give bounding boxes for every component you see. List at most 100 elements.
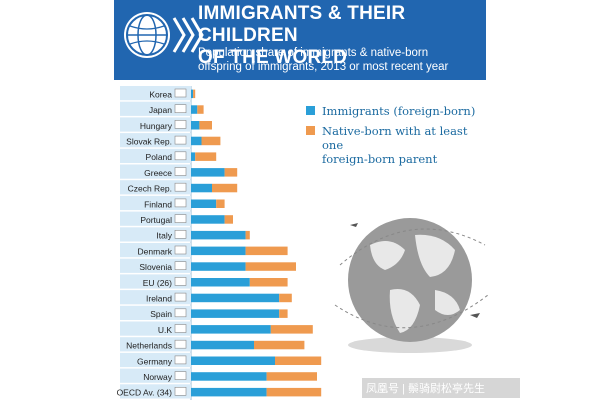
- flag-icon-spain: [174, 308, 187, 318]
- flag-icon-eu-26: [174, 277, 187, 286]
- row-band-portugal: [120, 211, 191, 226]
- bar-native-born-ireland: [279, 293, 292, 303]
- flag-icon-japan: [174, 104, 187, 113]
- category-label-netherlands: Netherlands: [126, 341, 172, 351]
- row-band-slovenia: [120, 258, 191, 273]
- bar-native-born-netherlands: [254, 340, 305, 350]
- row-band-greece: [120, 164, 191, 179]
- row-band-slovak-rep: [120, 133, 191, 148]
- row-band-u-k: [120, 321, 191, 336]
- bar-immigrants-greece: [191, 168, 225, 177]
- row-band-germany: [120, 352, 191, 368]
- legend-swatch-immigrants: [306, 106, 315, 115]
- bar-immigrants-korea: [191, 89, 194, 99]
- flag-icon-germany: [174, 355, 187, 365]
- chart-subtitle-line-1: Population share of immigrants & native-…: [198, 47, 429, 59]
- category-label-slovenia: Slovenia: [139, 262, 172, 272]
- category-label-spain: Spain: [150, 309, 172, 319]
- flag-icon-czech-rep: [174, 182, 187, 192]
- flag-icon-hungary: [174, 120, 187, 129]
- bar-immigrants-spain: [191, 309, 280, 318]
- row-band-netherlands: [120, 337, 191, 352]
- flag-icon-u-k: [174, 324, 187, 333]
- bar-immigrants-netherlands: [191, 340, 254, 350]
- row-band-norway: [120, 368, 191, 383]
- bar-immigrants-finland: [191, 199, 217, 208]
- category-label-czech-rep: Czech Rep.: [128, 184, 172, 194]
- category-label-portugal: Portugal: [140, 215, 172, 225]
- row-band-hungary: [120, 117, 191, 132]
- bar-native-born-japan: [197, 105, 204, 114]
- bar-immigrants-czech-rep: [191, 183, 212, 193]
- flag-icon-slovak-rep: [174, 135, 187, 145]
- bar-native-born-korea: [193, 89, 196, 99]
- bar-native-born-u-k: [270, 325, 313, 334]
- row-band-oecd-av-34: [120, 384, 191, 399]
- category-label-japan: Japan: [149, 105, 172, 115]
- bar-immigrants-japan: [191, 105, 198, 114]
- bar-immigrants-italy: [191, 230, 246, 240]
- bar-immigrants-portugal: [191, 215, 225, 224]
- flag-icon-slovenia: [174, 261, 187, 271]
- chevrons-logo-icon: [172, 14, 206, 56]
- bar-immigrants-u-k: [191, 325, 271, 334]
- row-band-poland: [120, 148, 191, 163]
- flag-icon-greece: [174, 167, 187, 176]
- legend-label-native-born-line-2: foreign-born parent: [322, 152, 438, 166]
- category-label-ireland: Ireland: [146, 293, 172, 303]
- category-label-oecd-av-34: OECD Av. (34): [117, 388, 173, 398]
- chart-subtitle: Population share of immigrants & native-…: [198, 46, 480, 74]
- flag-icon-norway: [174, 371, 187, 380]
- bar-immigrants-eu-26: [191, 278, 250, 287]
- legend-swatch-native-born: [306, 126, 315, 135]
- bar-native-born-poland: [195, 152, 217, 161]
- bar-native-born-czech-rep: [212, 183, 238, 193]
- bar-immigrants-ireland: [191, 293, 280, 303]
- bar-native-born-italy: [245, 230, 250, 240]
- category-label-norway: Norway: [143, 372, 173, 382]
- category-label-denmark: Denmark: [138, 246, 173, 256]
- category-label-u-k: U.K: [158, 325, 173, 335]
- row-band-korea: [120, 86, 191, 101]
- bar-native-born-finland: [216, 199, 225, 208]
- row-band-spain: [120, 305, 191, 320]
- bar-native-born-norway: [266, 372, 317, 381]
- category-label-italy: Italy: [156, 231, 172, 241]
- flag-icon-poland: [174, 151, 187, 161]
- flag-icon-korea: [174, 88, 187, 98]
- bar-native-born-slovak-rep: [201, 136, 221, 146]
- chart-subtitle-line-2: offspring of immigrants, 2013 or most re…: [198, 61, 449, 73]
- flag-icon-denmark: [174, 245, 187, 255]
- legend-label-native-born-line-1: Native-born with at least one: [322, 124, 468, 152]
- category-label-germany: Germany: [137, 356, 173, 366]
- bar-immigrants-oecd-av-34: [191, 387, 267, 397]
- flag-icon-ireland: [174, 292, 187, 302]
- category-label-greece: Greece: [144, 168, 172, 178]
- bar-native-born-oecd-av-34: [266, 387, 322, 397]
- row-band-finland: [120, 195, 191, 211]
- bar-immigrants-denmark: [191, 246, 246, 256]
- bar-native-born-hungary: [199, 121, 212, 130]
- bar-native-born-portugal: [224, 215, 233, 224]
- bar-immigrants-germany: [191, 356, 275, 365]
- row-band-japan: [120, 101, 191, 116]
- bar-immigrants-slovenia: [191, 262, 246, 271]
- row-band-czech-rep: [120, 180, 191, 195]
- bar-native-born-germany: [275, 356, 322, 365]
- flag-icon-netherlands: [174, 339, 187, 349]
- row-band-denmark: [120, 243, 191, 258]
- chart-title: IMMIGRANTS & THEIR CHILDREN OF THE WORLD: [198, 3, 480, 69]
- legend-label-native-born: Native-born with at least one foreign-bo…: [322, 124, 486, 166]
- row-band-eu-26: [120, 274, 191, 289]
- category-label-slovak-rep: Slovak Rep.: [126, 136, 172, 146]
- chart-header: IMMIGRANTS & THEIR CHILDREN OF THE WORLD…: [114, 0, 486, 80]
- category-label-finland: Finland: [144, 199, 172, 209]
- bar-native-born-slovenia: [245, 262, 296, 271]
- bar-native-born-greece: [224, 168, 238, 177]
- bar-immigrants-poland: [191, 152, 196, 161]
- legend-label-immigrants: Immigrants (foreign-born): [322, 104, 476, 118]
- chart-title-line-1: IMMIGRANTS & THEIR CHILDREN: [198, 3, 406, 46]
- flag-icon-finland: [174, 198, 187, 208]
- bar-native-born-denmark: [245, 246, 288, 256]
